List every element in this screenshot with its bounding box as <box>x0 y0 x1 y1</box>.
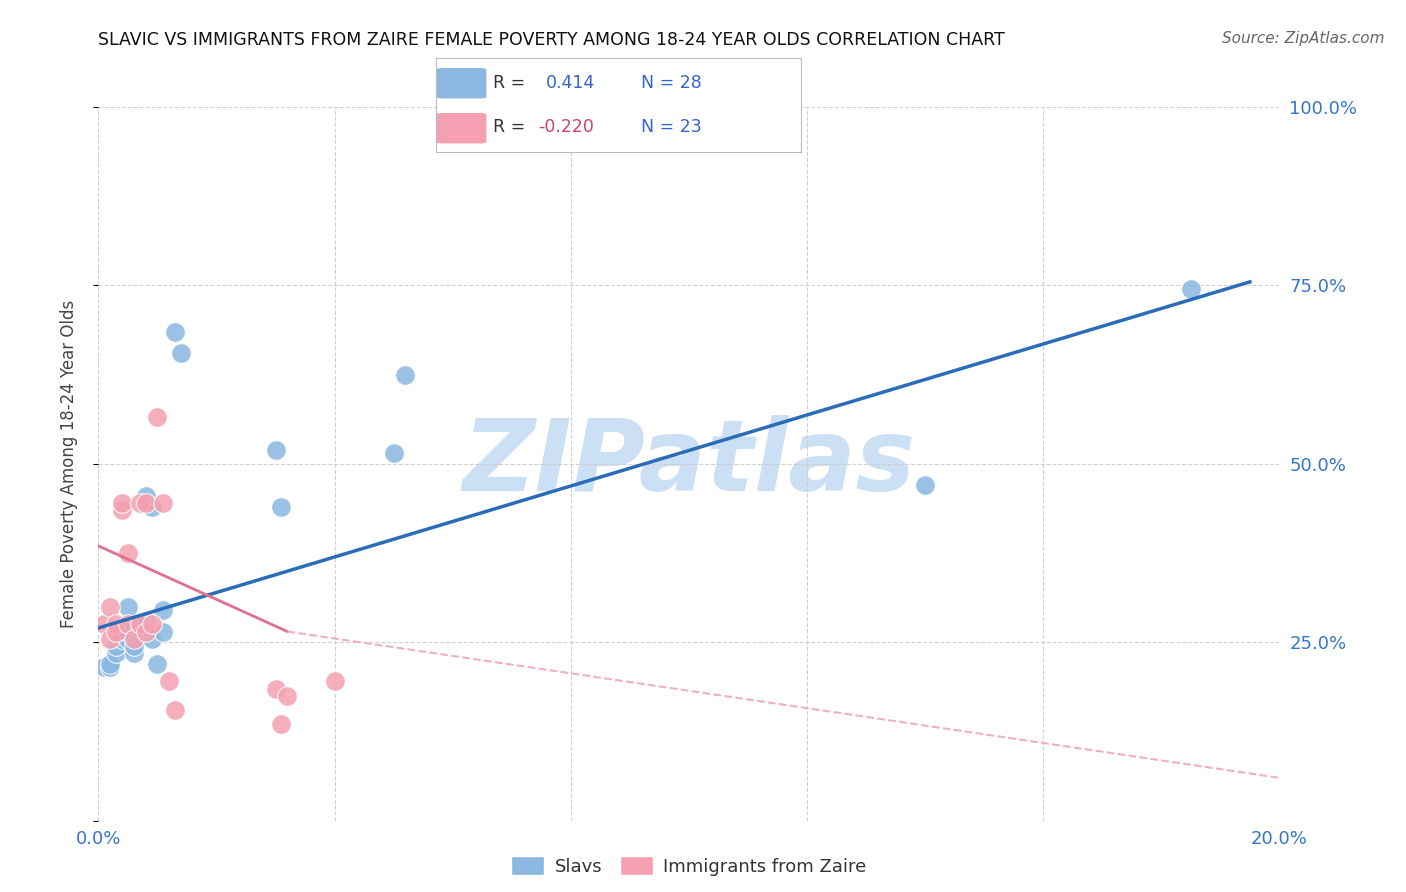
Point <box>165 703 187 717</box>
Text: R =: R = <box>492 74 524 92</box>
Point <box>146 657 169 671</box>
Point <box>135 614 157 628</box>
Point <box>382 446 405 460</box>
Point <box>141 500 163 514</box>
Point <box>117 632 139 646</box>
Point <box>276 689 298 703</box>
Point <box>152 624 174 639</box>
Point <box>122 632 145 646</box>
Point <box>323 674 346 689</box>
Point <box>117 617 139 632</box>
Point <box>141 632 163 646</box>
Point <box>98 657 121 671</box>
Point <box>98 632 121 646</box>
Point <box>135 624 157 639</box>
Point <box>264 681 287 696</box>
Point <box>111 632 134 646</box>
Point <box>117 599 139 614</box>
Point <box>152 496 174 510</box>
Point <box>128 496 150 510</box>
Text: ZIPatlas: ZIPatlas <box>463 416 915 512</box>
FancyBboxPatch shape <box>436 68 486 99</box>
Point <box>117 546 139 560</box>
Point <box>128 617 150 632</box>
Point <box>105 617 128 632</box>
Point <box>264 442 287 457</box>
Point <box>122 646 145 660</box>
Point <box>135 496 157 510</box>
Point <box>93 617 115 632</box>
Point <box>111 496 134 510</box>
Point <box>270 500 292 514</box>
Point <box>98 660 121 674</box>
Point <box>105 646 128 660</box>
Text: Source: ZipAtlas.com: Source: ZipAtlas.com <box>1222 31 1385 46</box>
Point <box>105 639 128 653</box>
Y-axis label: Female Poverty Among 18-24 Year Olds: Female Poverty Among 18-24 Year Olds <box>59 300 77 628</box>
Point <box>117 624 139 639</box>
Text: -0.220: -0.220 <box>538 118 595 136</box>
FancyBboxPatch shape <box>436 112 486 145</box>
Text: R =: R = <box>492 118 524 136</box>
Point <box>105 624 128 639</box>
Point <box>1180 282 1202 296</box>
Text: N = 23: N = 23 <box>641 118 702 136</box>
Point <box>170 346 193 360</box>
Point <box>135 489 157 503</box>
Point <box>111 503 134 517</box>
Text: 0.414: 0.414 <box>546 74 595 92</box>
Point <box>122 639 145 653</box>
Legend: Slavs, Immigrants from Zaire: Slavs, Immigrants from Zaire <box>503 849 875 883</box>
Point <box>914 478 936 492</box>
Point <box>152 603 174 617</box>
Point <box>98 599 121 614</box>
Point <box>93 660 115 674</box>
Point <box>128 621 150 635</box>
Text: N = 28: N = 28 <box>641 74 702 92</box>
Point <box>111 621 134 635</box>
Point <box>157 674 180 689</box>
Point <box>146 410 169 425</box>
Point <box>141 617 163 632</box>
Point <box>270 717 292 731</box>
Point <box>394 368 416 382</box>
Text: SLAVIC VS IMMIGRANTS FROM ZAIRE FEMALE POVERTY AMONG 18-24 YEAR OLDS CORRELATION: SLAVIC VS IMMIGRANTS FROM ZAIRE FEMALE P… <box>98 31 1005 49</box>
Point <box>165 325 187 339</box>
